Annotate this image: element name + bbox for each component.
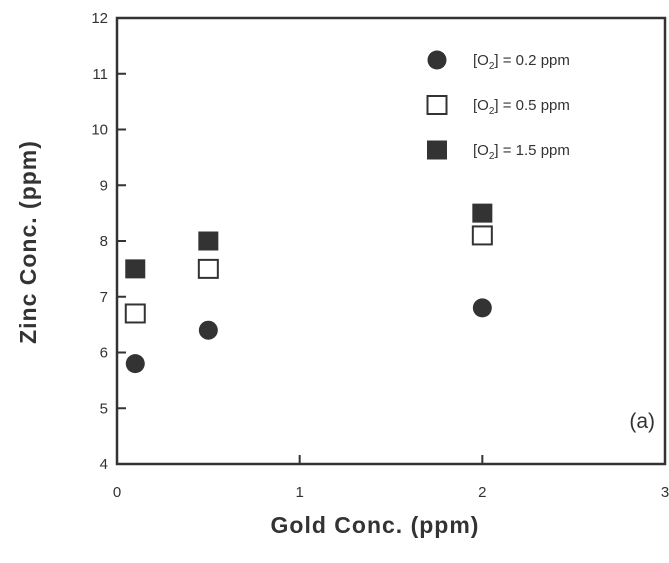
y-axis-label: Zinc Conc. (ppm) (15, 140, 41, 344)
data-point (471, 225, 493, 246)
legend-marker (426, 95, 448, 115)
data-point (472, 298, 492, 318)
x-tick-label: 3 (661, 484, 669, 501)
data-point (198, 231, 219, 251)
data-point (125, 354, 145, 374)
data-point (197, 258, 219, 279)
y-tick-label: 5 (100, 400, 108, 417)
data-point (472, 203, 493, 223)
legend: [O2] = 0.2 ppm [O2] = 0.5 ppm [O2] = 1.5 p… (426, 50, 570, 162)
legend-entry: [O2] = 1.5 ppm (473, 142, 570, 162)
data-point (124, 303, 146, 324)
y-tick-label: 11 (92, 66, 108, 83)
data-point (125, 259, 146, 279)
legend-marker (427, 140, 447, 160)
y-tick-label: 4 (100, 456, 108, 473)
y-tick-label: 7 (100, 289, 108, 306)
x-tick-label: 2 (478, 484, 486, 501)
x-tick-label: 0 (113, 484, 121, 501)
y-tick-label: 12 (91, 10, 108, 27)
y-axis-ticks: 4 5 6 7 8 9 10 11 12 (91, 10, 126, 473)
legend-entry: [O2] = 0.2 ppm (473, 52, 570, 72)
y-tick-label: 10 (91, 122, 108, 139)
x-axis-label: Gold Conc. (ppm) (271, 512, 480, 538)
legend-marker (427, 50, 447, 70)
data-point (198, 320, 218, 340)
x-tick-label: 1 (295, 484, 303, 501)
y-tick-label: 9 (100, 177, 108, 194)
data-points (124, 203, 493, 374)
y-tick-label: 6 (100, 345, 108, 362)
y-tick-label: 8 (100, 233, 108, 250)
panel-label: (a) (629, 410, 655, 433)
x-axis-ticks: 0 1 2 3 (113, 455, 669, 501)
legend-entry: [O2] = 0.5 ppm (473, 97, 570, 117)
